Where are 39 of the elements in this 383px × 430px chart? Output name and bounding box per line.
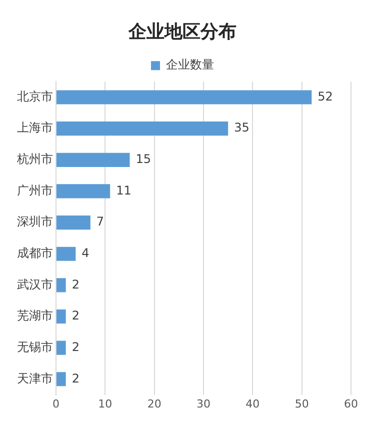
y-tick-label: 杭州市 [16,152,53,166]
data-label: 4 [82,246,90,260]
bar [56,246,76,261]
y-tick-label: 广州市 [17,183,53,198]
data-label: 2 [72,277,80,292]
data-label: 15 [136,152,152,166]
bar [56,340,66,355]
x-tick-label: 40 [246,397,260,410]
data-label: 11 [116,183,132,198]
bar [56,152,130,167]
data-label: 2 [72,340,80,354]
y-tick-label: 芜湖市 [17,308,53,323]
y-tick-label: 天津市 [17,371,53,386]
bar [56,215,90,230]
bar [56,90,312,104]
x-tick-label: 10 [98,397,112,410]
x-tick-label: 60 [344,397,358,410]
legend-label: 企业数量 [166,58,214,72]
y-tick-label: 武汉市 [17,277,53,292]
data-label: 35 [234,120,250,135]
x-tick-label: 30 [196,397,210,410]
y-tick-label: 上海市 [17,120,53,135]
data-label: 2 [72,371,80,386]
y-tick-label: 深圳市 [17,214,53,229]
data-label: 2 [72,308,80,323]
x-tick-label: 0 [52,397,60,410]
x-tick-label: 20 [147,397,162,410]
bar [56,278,66,292]
bar [56,309,66,324]
data-label: 7 [96,214,104,229]
x-tick-label: 50 [294,397,309,410]
bar [56,184,110,198]
y-tick-label: 北京市 [17,89,53,104]
y-tick-label: 无锡市 [17,340,53,354]
chart-title: 企业地区分布 [128,21,236,42]
y-tick-label: 成都市 [17,246,53,260]
data-label: 52 [318,89,333,104]
bar [56,122,228,136]
bar [56,372,66,386]
